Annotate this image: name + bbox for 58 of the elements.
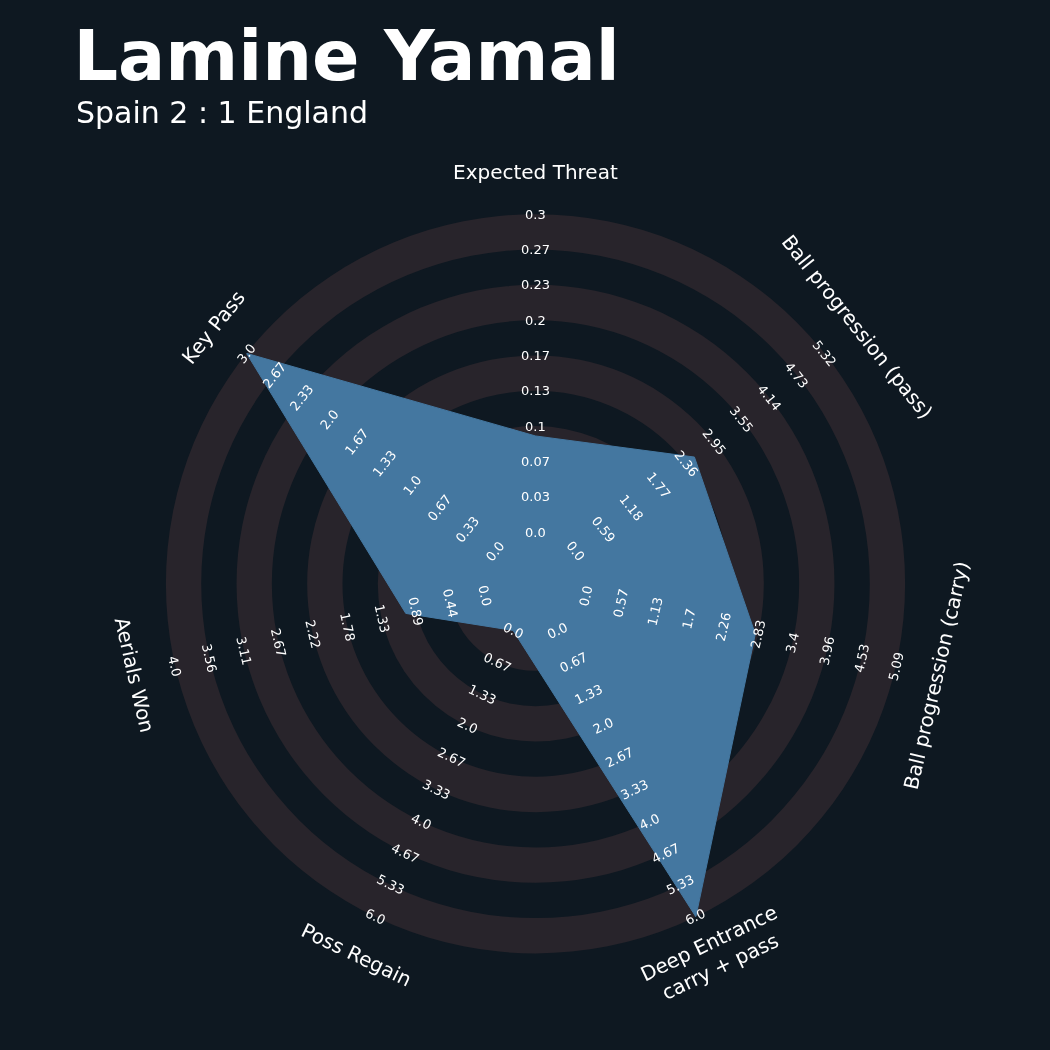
chart-subtitle: Spain 2 : 1 England [76,95,369,130]
text: 3.33 [420,776,453,803]
text: 4.67 [649,840,682,867]
text: 3.33 [618,776,651,803]
text: 0.44 [439,587,461,619]
text: 4.0 [408,810,434,833]
text: 0.0 [475,583,495,608]
text: 0.0 [482,538,508,565]
text: 2.67 [603,744,636,771]
text: 0.23 [521,277,550,292]
text: 2.83 [747,618,769,651]
text: 3.11 [233,635,255,667]
text: 3.0 [234,340,259,367]
text: 4.67 [389,840,422,867]
text: 0.07 [521,454,550,469]
text: 0.89 [405,595,427,628]
text: 3.4 [782,630,803,655]
text: 2.26 [712,611,734,643]
text: 0.17 [521,348,550,363]
text: 0.03 [521,489,550,504]
text: 2.67 [435,744,468,771]
text: 0.3 [525,207,546,222]
text: 0.0 [500,619,526,642]
text: 2.22 [302,618,324,650]
text: 2.0 [454,714,481,737]
text: 2.0 [317,406,342,433]
text: 1.33 [572,681,605,708]
text: 1.0 [400,472,425,499]
text: 5.33 [663,871,697,898]
text: 3.96 [816,635,838,667]
text: 0.57 [610,587,632,619]
spoke-label: Aerials Won [109,614,160,735]
text: 1.13 [644,595,666,628]
text: 2.67 [267,626,289,659]
text: 4.0 [165,654,185,679]
text: 1.33 [465,681,499,708]
text: 0.0 [544,619,571,642]
text: 0.13 [521,383,550,398]
text: 0.0 [576,584,596,608]
text: 0.2 [525,313,546,328]
text: 5.09 [885,650,907,683]
text: 3.56 [198,642,220,674]
text: 2.0 [590,714,616,738]
text: 1.78 [337,611,359,643]
text: 0.67 [557,649,590,676]
text: 0.67 [481,649,514,676]
text: 6.0 [362,905,389,928]
text: 0.1 [525,419,546,434]
text: 0.27 [521,242,550,257]
spoke-label: Expected Threat [453,160,618,184]
text: 0.0 [525,525,546,540]
text: 5.33 [374,871,407,898]
text: 1.7 [679,606,699,631]
text: 0.0 [563,538,588,564]
text: 1.33 [371,602,393,635]
chart-title: Lamine Yamal [73,14,620,97]
text: 4.53 [851,642,873,674]
text: 4.0 [636,810,663,833]
